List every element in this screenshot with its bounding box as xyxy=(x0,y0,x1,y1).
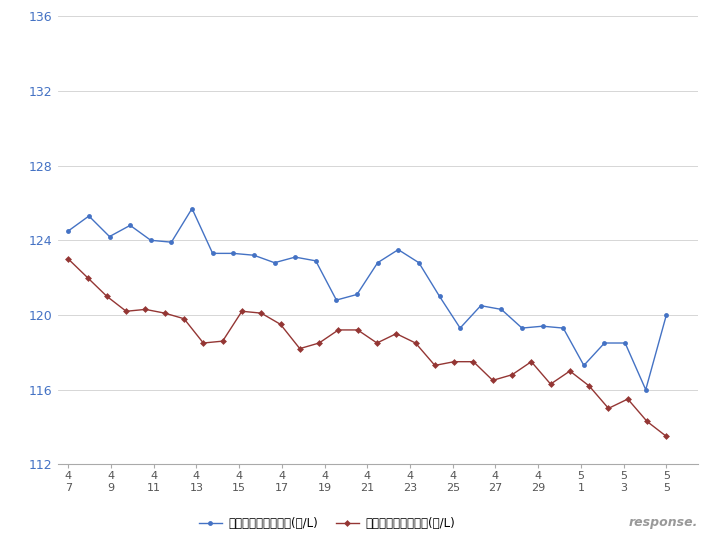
レギュラー実売価格(円/L) xyxy=(469,359,478,365)
レギュラー実売価格(円/L) xyxy=(161,310,169,316)
レギュラー実売価格(円/L) xyxy=(546,381,555,387)
レギュラー看板価格(円/L) xyxy=(600,340,609,346)
レギュラー看板価格(円/L) xyxy=(146,237,155,244)
レギュラー看板価格(円/L) xyxy=(394,246,402,253)
レギュラー実売価格(円/L) xyxy=(141,306,150,313)
レギュラー看板価格(円/L) xyxy=(229,250,238,256)
レギュラー実売価格(円/L) xyxy=(585,383,593,389)
Line: レギュラー実売価格(円/L): レギュラー実売価格(円/L) xyxy=(66,256,669,439)
レギュラー実売価格(円/L) xyxy=(392,330,400,337)
レギュラー看板価格(円/L) xyxy=(559,325,567,332)
レギュラー看板価格(円/L) xyxy=(497,306,505,313)
Line: レギュラー看板価格(円/L): レギュラー看板価格(円/L) xyxy=(66,206,669,392)
レギュラー実売価格(円/L) xyxy=(566,368,575,374)
レギュラー看板価格(円/L) xyxy=(580,362,588,369)
レギュラー看板価格(円/L) xyxy=(373,260,382,266)
Legend: レギュラー看板価格(円/L), レギュラー実売価格(円/L): レギュラー看板価格(円/L), レギュラー実売価格(円/L) xyxy=(194,512,459,535)
レギュラー実売価格(円/L) xyxy=(218,338,227,345)
レギュラー実売価格(円/L) xyxy=(122,308,130,314)
レギュラー看板価格(円/L) xyxy=(291,254,300,260)
レギュラー実売価格(円/L) xyxy=(180,315,189,322)
レギュラー看板価格(円/L) xyxy=(167,239,176,245)
レギュラー看板価格(円/L) xyxy=(662,312,670,318)
レギュラー実売価格(円/L) xyxy=(411,340,420,346)
レギュラー看板価格(円/L) xyxy=(435,293,444,300)
レギュラー看板価格(円/L) xyxy=(250,252,258,259)
レギュラー実売価格(円/L) xyxy=(373,340,382,346)
レギュラー看板価格(円/L) xyxy=(539,323,547,329)
レギュラー実売価格(円/L) xyxy=(450,359,459,365)
レギュラー看板価格(円/L) xyxy=(312,258,320,264)
レギュラー看板価格(円/L) xyxy=(208,250,217,256)
レギュラー看板価格(円/L) xyxy=(621,340,629,346)
レギュラー看板価格(円/L) xyxy=(64,228,73,234)
レギュラー実売価格(円/L) xyxy=(102,293,111,300)
レギュラー実売価格(円/L) xyxy=(334,327,343,333)
Text: response.: response. xyxy=(629,516,698,529)
レギュラー実売価格(円/L) xyxy=(662,433,670,440)
レギュラー実売価格(円/L) xyxy=(431,362,439,369)
レギュラー実売価格(円/L) xyxy=(354,327,362,333)
レギュラー実売価格(円/L) xyxy=(295,346,304,352)
レギュラー看板価格(円/L) xyxy=(188,205,197,212)
レギュラー実売価格(円/L) xyxy=(257,310,266,316)
レギュラー実売価格(円/L) xyxy=(238,308,246,314)
レギュラー実売価格(円/L) xyxy=(84,274,92,281)
レギュラー実売価格(円/L) xyxy=(624,396,632,402)
レギュラー実売価格(円/L) xyxy=(527,359,536,365)
レギュラー看板価格(円/L) xyxy=(642,387,650,393)
レギュラー実売価格(円/L) xyxy=(199,340,207,346)
レギュラー実売価格(円/L) xyxy=(488,377,497,383)
レギュラー看板価格(円/L) xyxy=(456,325,464,332)
レギュラー看板価格(円/L) xyxy=(353,291,361,298)
レギュラー看板価格(円/L) xyxy=(126,222,135,228)
レギュラー看板価格(円/L) xyxy=(477,302,485,309)
レギュラー看板価格(円/L) xyxy=(415,260,423,266)
レギュラー実売価格(円/L) xyxy=(315,340,323,346)
レギュラー看板価格(円/L) xyxy=(332,297,341,303)
レギュラー実売価格(円/L) xyxy=(604,405,613,411)
レギュラー実売価格(円/L) xyxy=(64,256,73,262)
レギュラー看板価格(円/L) xyxy=(105,233,114,240)
レギュラー看板価格(円/L) xyxy=(518,325,526,332)
レギュラー実売価格(円/L) xyxy=(508,372,516,378)
レギュラー実売価格(円/L) xyxy=(276,321,285,328)
レギュラー看板価格(円/L) xyxy=(270,260,279,266)
レギュラー実売価格(円/L) xyxy=(643,418,652,424)
レギュラー看板価格(円/L) xyxy=(84,213,93,219)
